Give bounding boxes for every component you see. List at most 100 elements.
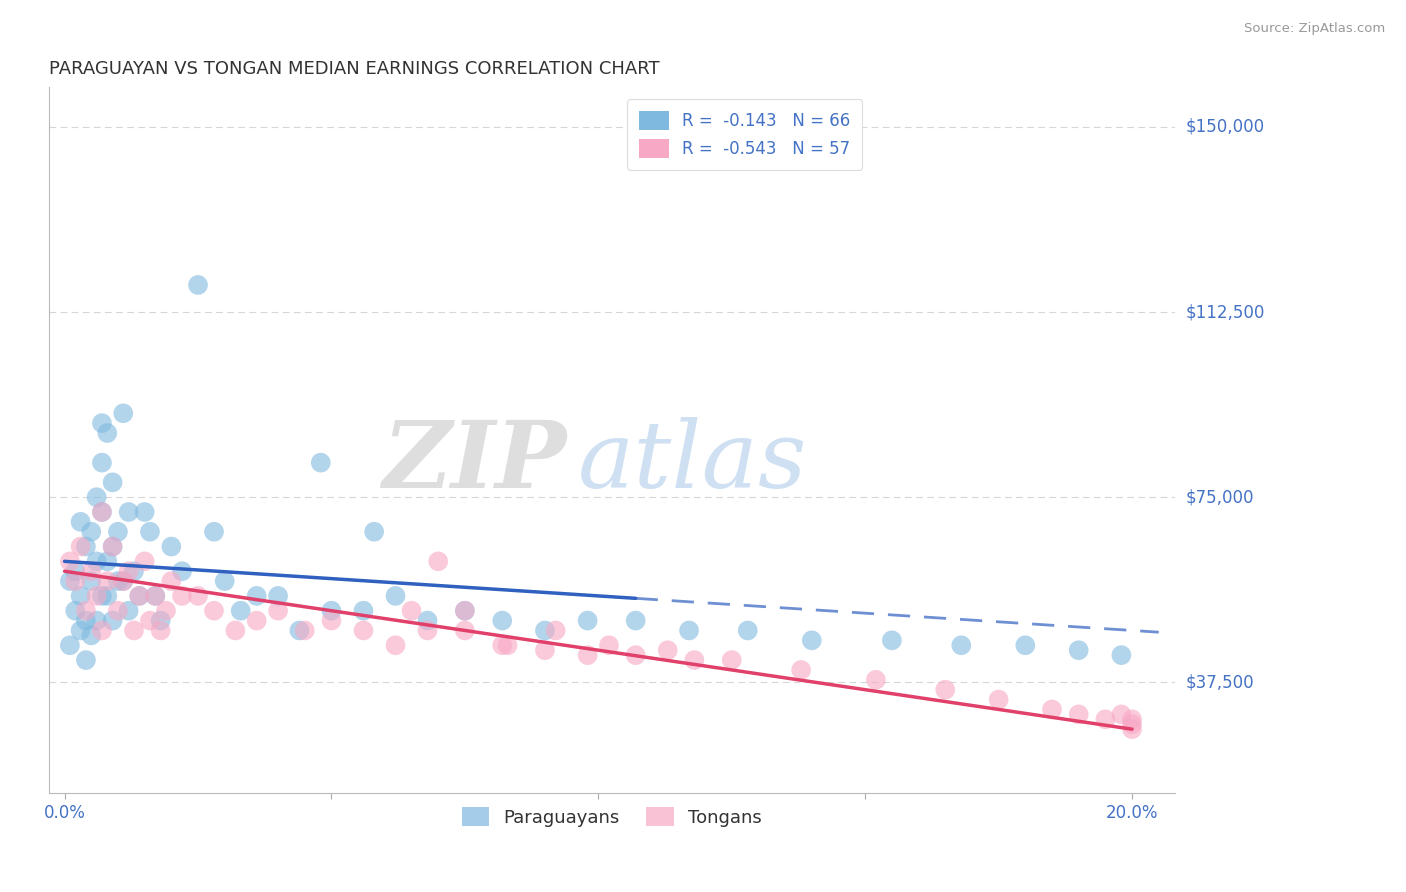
Point: [534, 643, 557, 657]
Point: [65, 564, 87, 578]
Point: [117, 604, 139, 618]
Point: [170, 589, 193, 603]
Point: [86, 554, 108, 568]
Point: [69, 589, 91, 603]
Point: [112, 574, 135, 588]
Point: [80, 564, 103, 578]
Point: [1040, 702, 1063, 716]
Point: [880, 633, 903, 648]
Point: [1121, 722, 1143, 736]
Point: [454, 624, 477, 638]
Text: PARAGUAYAN VS TONGAN MEDIAN EARNINGS CORRELATION CHART: PARAGUAYAN VS TONGAN MEDIAN EARNINGS COR…: [49, 60, 659, 78]
Point: [143, 589, 166, 603]
Point: [294, 624, 316, 638]
Point: [59, 638, 82, 652]
Point: [678, 624, 700, 638]
Point: [1014, 638, 1036, 652]
Legend: Paraguayans, Tongans: Paraguayans, Tongans: [454, 799, 769, 834]
Point: [353, 624, 375, 638]
Point: [80, 574, 103, 588]
Point: [96, 554, 118, 568]
Point: [149, 624, 172, 638]
Point: [91, 456, 114, 470]
Point: [683, 653, 706, 667]
Point: [59, 554, 82, 568]
Point: [737, 624, 759, 638]
Point: [384, 589, 406, 603]
Point: [112, 574, 135, 588]
Point: [720, 653, 742, 667]
Point: [267, 589, 290, 603]
Point: [246, 614, 269, 628]
Point: [155, 604, 177, 618]
Point: [224, 624, 246, 638]
Point: [69, 540, 91, 554]
Point: [107, 524, 129, 539]
Point: [134, 505, 156, 519]
Point: [101, 540, 124, 554]
Point: [149, 614, 172, 628]
Point: [496, 638, 519, 652]
Point: [534, 624, 557, 638]
Point: [1067, 707, 1090, 722]
Point: [101, 540, 124, 554]
Point: [321, 614, 343, 628]
Point: [1067, 643, 1090, 657]
Point: [950, 638, 973, 652]
Point: [576, 614, 599, 628]
Point: [86, 614, 108, 628]
Point: [96, 574, 118, 588]
Point: [353, 604, 375, 618]
Point: [91, 416, 114, 430]
Point: [75, 614, 97, 628]
Text: atlas: atlas: [578, 417, 807, 507]
Point: [86, 589, 108, 603]
Point: [187, 589, 209, 603]
Point: [91, 589, 114, 603]
Point: [1121, 717, 1143, 731]
Point: [122, 624, 145, 638]
Point: [75, 653, 97, 667]
Text: ZIP: ZIP: [382, 417, 567, 507]
Point: [160, 574, 183, 588]
Text: $75,000: $75,000: [1185, 488, 1254, 506]
Point: [91, 505, 114, 519]
Point: [112, 406, 135, 420]
Point: [75, 604, 97, 618]
Point: [1094, 712, 1116, 726]
Point: [987, 692, 1010, 706]
Point: [288, 624, 311, 638]
Point: [934, 682, 956, 697]
Point: [117, 564, 139, 578]
Point: [91, 624, 114, 638]
Point: [65, 604, 87, 618]
Point: [101, 475, 124, 490]
Point: [101, 614, 124, 628]
Point: [75, 540, 97, 554]
Point: [187, 277, 209, 292]
Point: [96, 425, 118, 440]
Point: [491, 638, 513, 652]
Point: [202, 604, 225, 618]
Point: [143, 589, 166, 603]
Text: $150,000: $150,000: [1185, 118, 1264, 136]
Point: [657, 643, 679, 657]
Text: $112,500: $112,500: [1185, 303, 1265, 321]
Point: [576, 648, 599, 662]
Point: [267, 604, 290, 618]
Point: [170, 564, 193, 578]
Point: [214, 574, 236, 588]
Point: [544, 624, 567, 638]
Point: [800, 633, 823, 648]
Point: [139, 614, 162, 628]
Point: [122, 564, 145, 578]
Point: [69, 624, 91, 638]
Point: [1111, 707, 1133, 722]
Point: [128, 589, 150, 603]
Point: [454, 604, 477, 618]
Point: [160, 540, 183, 554]
Point: [107, 574, 129, 588]
Point: [128, 589, 150, 603]
Point: [598, 638, 620, 652]
Point: [134, 554, 156, 568]
